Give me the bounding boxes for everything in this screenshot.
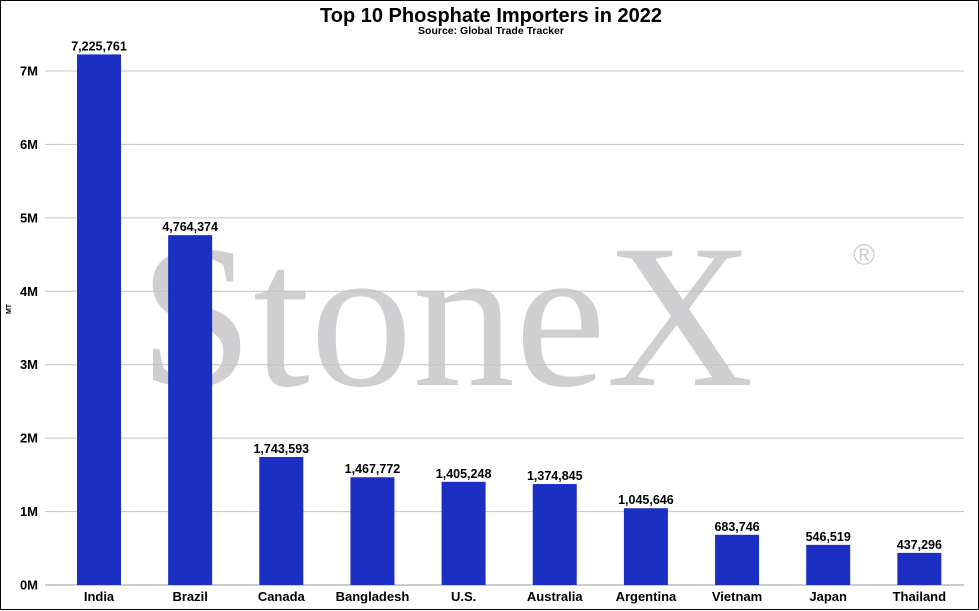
x-tick-label: Canada xyxy=(258,589,306,604)
y-tick-label: 5M xyxy=(20,210,38,225)
bar-argentina xyxy=(623,508,668,585)
bar-u-s xyxy=(441,481,486,585)
bar-brazil xyxy=(168,235,213,586)
watermark-registered-mark: ® xyxy=(853,239,875,272)
bar-bangladesh xyxy=(350,477,395,585)
bar-india xyxy=(77,54,121,586)
y-axis-ticks: 0M 1M 2M 3M 4M 5M 6M 7M xyxy=(20,64,38,593)
y-tick-label: 4M xyxy=(20,284,38,299)
watermark-text: StoneX xyxy=(139,203,754,430)
x-tick-label: Brazil xyxy=(172,589,207,604)
x-tick-label: Japan xyxy=(809,589,847,604)
watermark: StoneX ® xyxy=(139,203,875,430)
data-labels: 7,225,761 4,764,374 1,743,593 1,467,772 1,40… xyxy=(71,39,942,551)
x-tick-label: Argentina xyxy=(616,589,677,604)
y-tick-label: 0M xyxy=(20,578,38,593)
chart-title: Top 10 Phosphate Importers in 2022 xyxy=(320,5,662,27)
x-tick-label: Bangladesh xyxy=(336,589,410,604)
data-label: 1,743,593 xyxy=(253,442,309,456)
y-tick-label: 1M xyxy=(20,504,38,519)
data-label: 1,374,845 xyxy=(527,469,583,483)
bars xyxy=(77,54,942,586)
bar-australia xyxy=(532,484,577,585)
bar-vietnam xyxy=(715,534,760,585)
y-tick-label: 6M xyxy=(20,137,38,152)
y-tick-label: 2M xyxy=(20,431,38,446)
data-label: 1,045,646 xyxy=(618,493,674,507)
y-axis-label: MT xyxy=(6,303,13,314)
x-tick-label: Thailand xyxy=(893,589,947,604)
x-tick-label: Australia xyxy=(527,589,583,604)
data-label: 4,764,374 xyxy=(162,220,218,234)
x-tick-label: India xyxy=(84,589,115,604)
y-tick-label: 7M xyxy=(20,64,38,79)
bar-japan xyxy=(806,544,851,585)
chart-subtitle: Source: Global Trade Tracker xyxy=(418,25,564,37)
data-label: 7,225,761 xyxy=(71,39,127,53)
x-tick-label: U.S. xyxy=(451,589,476,604)
data-label: 1,467,772 xyxy=(345,462,401,476)
data-label: 683,746 xyxy=(714,520,759,534)
x-axis-ticks: India Brazil Canada Bangladesh U.S. Australia… xyxy=(84,589,946,604)
y-tick-label: 3M xyxy=(20,357,38,372)
x-tick-label: Vietnam xyxy=(712,589,762,604)
data-label: 1,405,248 xyxy=(436,467,492,481)
data-label: 546,519 xyxy=(806,530,851,544)
data-label: 437,296 xyxy=(897,538,942,552)
bar-canada xyxy=(259,456,304,585)
bar-thailand xyxy=(897,552,942,585)
